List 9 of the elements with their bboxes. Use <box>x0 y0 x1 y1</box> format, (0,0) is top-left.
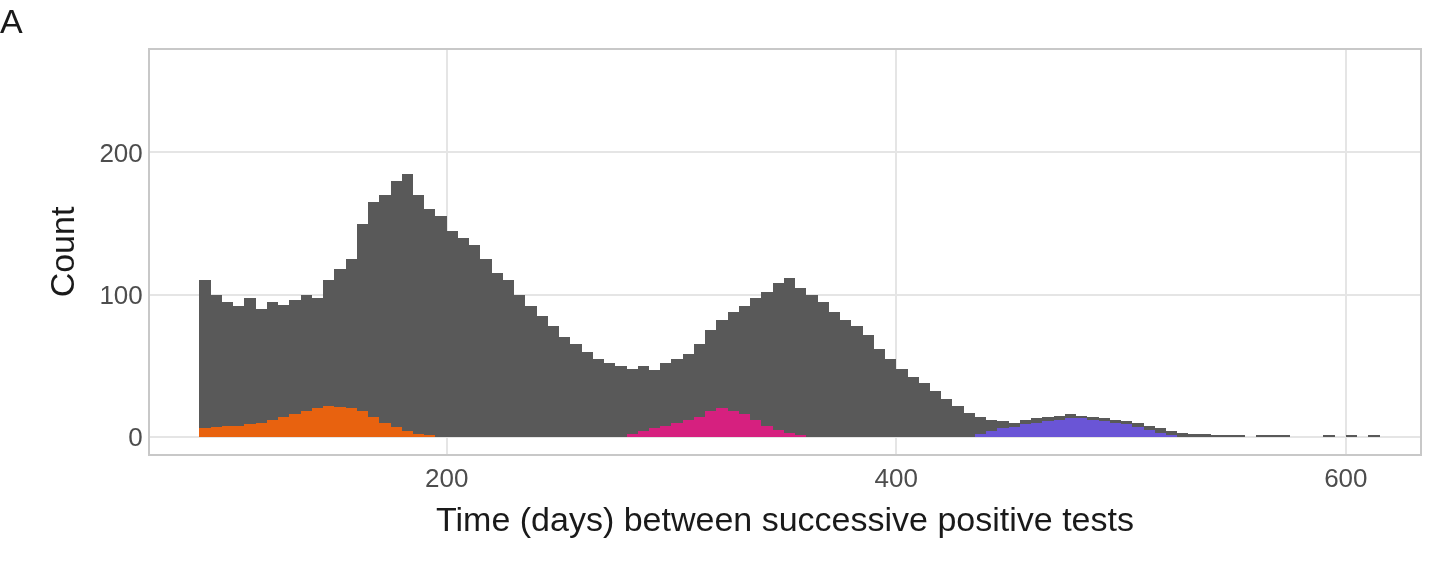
y-tick-label: 0 <box>128 422 143 453</box>
y-axis-title: Count <box>42 206 81 298</box>
y-tick-label: 200 <box>99 137 143 168</box>
text: A <box>0 2 23 40</box>
x-axis-title: Time (days) between successive positive tests <box>436 500 1134 538</box>
x-tick-label: 200 <box>425 463 469 494</box>
y-tick-label: 100 <box>99 279 143 310</box>
x-tick-label: 400 <box>874 463 918 494</box>
x-tick-label: 600 <box>1324 463 1368 494</box>
